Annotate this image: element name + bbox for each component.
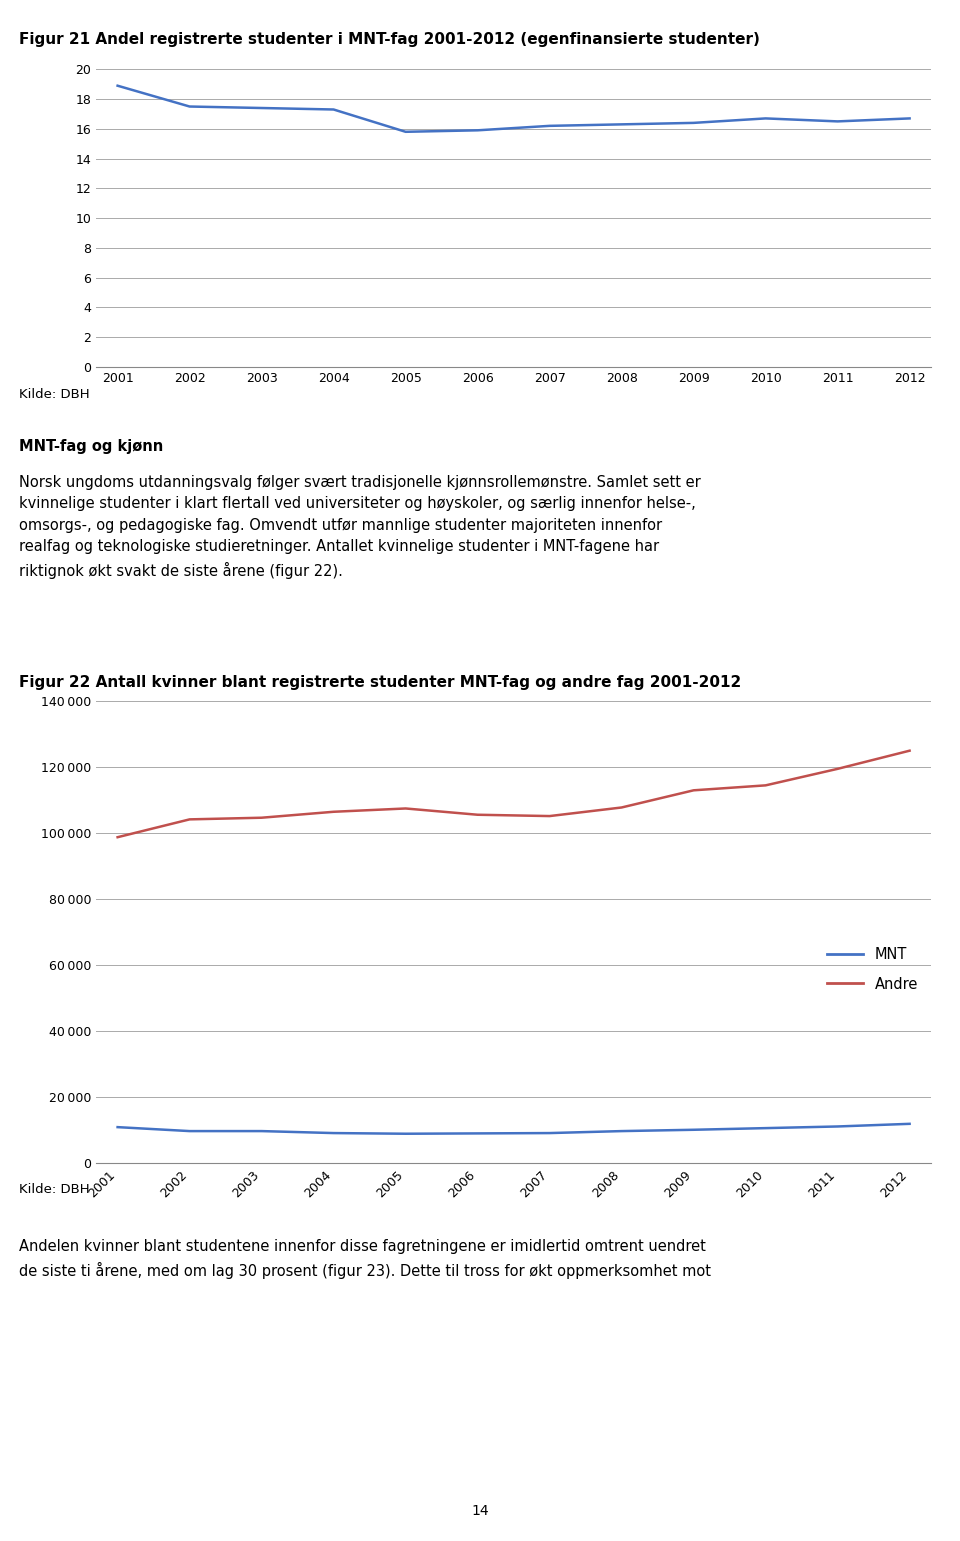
Text: Kilde: DBH: Kilde: DBH [19, 1183, 90, 1196]
Andre [183, 811, 195, 829]
MNT [111, 1117, 123, 1136]
Text: MNT-fag og kjønn: MNT-fag og kjønn [19, 439, 163, 455]
Andre [471, 806, 483, 824]
Andre [543, 807, 555, 826]
MNT [399, 1125, 411, 1143]
Legend: MNT, Andre: MNT, Andre [821, 942, 924, 997]
Andre [399, 800, 411, 818]
MNT [831, 1117, 843, 1136]
Text: Andelen kvinner blant studentene innenfor disse fagretningene er imidlertid omtr: Andelen kvinner blant studentene innenfo… [19, 1239, 711, 1279]
Andre [615, 798, 627, 817]
Text: Kilde: DBH: Kilde: DBH [19, 388, 90, 401]
Andre [903, 741, 915, 760]
Text: Figur 22 Antall kvinner blant registrerte studenter MNT-fag og andre fag 2001-20: Figur 22 Antall kvinner blant registrert… [19, 675, 741, 690]
Text: Norsk ungdoms utdanningsvalg følger svært tradisjonelle kjønnsrollemønstre. Saml: Norsk ungdoms utdanningsvalg følger svær… [19, 475, 701, 579]
Andre [255, 809, 267, 828]
Text: Figur 21 Andel registrerte studenter i MNT-fag 2001-2012 (egenfinansierte studen: Figur 21 Andel registrerte studenter i M… [19, 32, 760, 46]
MNT [255, 1122, 267, 1140]
MNT [759, 1119, 771, 1137]
Andre [111, 828, 123, 846]
Andre [759, 777, 771, 795]
MNT [327, 1123, 339, 1142]
MNT [183, 1122, 195, 1140]
MNT [543, 1123, 555, 1142]
MNT [615, 1122, 627, 1140]
Andre [687, 781, 699, 800]
Andre [327, 803, 339, 821]
MNT [471, 1125, 483, 1143]
Line: Andre: Andre [117, 750, 909, 837]
Andre [831, 760, 843, 778]
MNT [687, 1120, 699, 1139]
MNT [903, 1114, 915, 1133]
Line: MNT: MNT [117, 1123, 909, 1134]
Text: 14: 14 [471, 1504, 489, 1518]
